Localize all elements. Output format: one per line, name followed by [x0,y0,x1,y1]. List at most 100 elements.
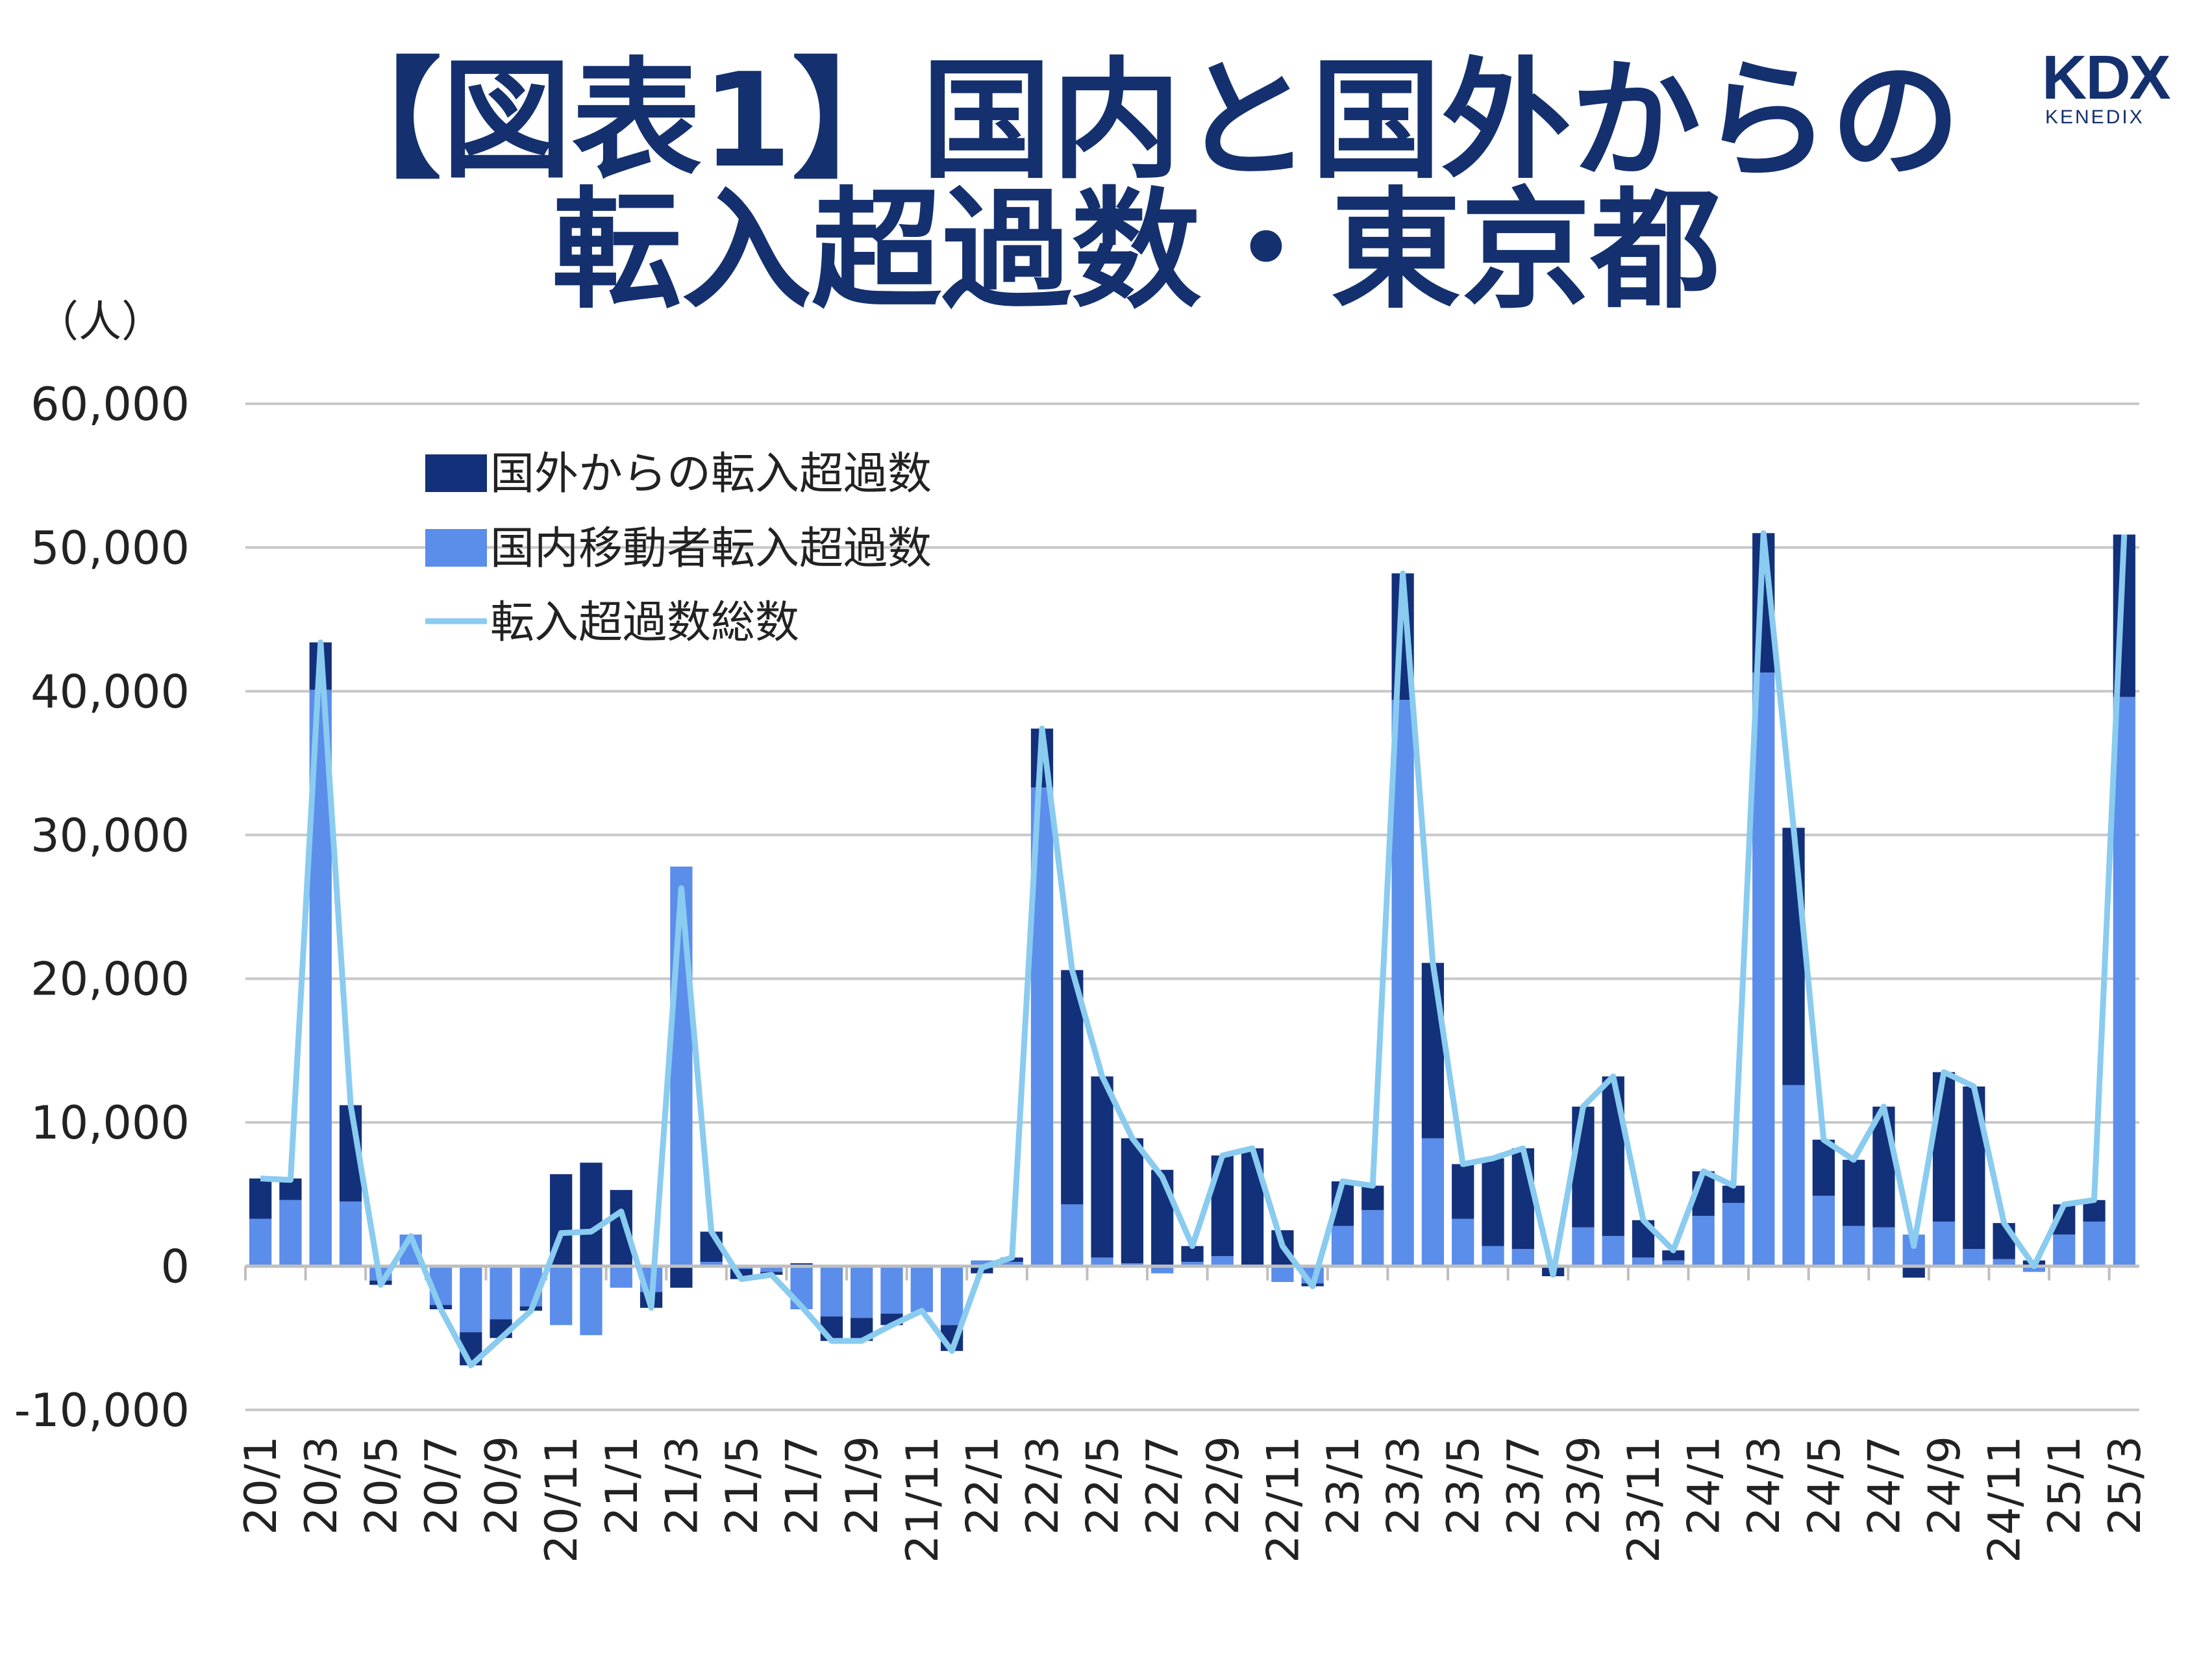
bar-domestic [1692,1216,1715,1266]
kdx-logo: KDX KENEDIX [2042,43,2172,128]
x-tick-label: 23/3 [1378,1436,1430,1535]
x-tick-label: 22/5 [1078,1436,1129,1535]
y-axis: 60,000 50,000 40,000 30,000 20,000 10,000 0 -10… [14,378,190,1437]
bar-domestic [1211,1256,1234,1266]
bar-domestic [1361,1210,1384,1266]
bar-domestic [1602,1236,1624,1266]
x-tick-label: 20/1 [236,1436,287,1535]
bar-overseas [1061,970,1084,1205]
x-tick-label: 22/3 [1017,1436,1069,1535]
bar-domestic [1722,1203,1745,1266]
x-axis [244,1264,2139,1281]
bar-domestic [1151,1266,1174,1274]
bar-domestic [1271,1266,1294,1282]
chart-title-line1: 【図表1】国内と国外からの [312,45,1960,197]
bar-domestic [1000,1261,1023,1266]
x-tick-label: 20/3 [296,1436,347,1535]
bar-domestic [1662,1260,1685,1266]
logo-text: KDX [2042,43,2171,112]
bar-domestic [851,1266,873,1318]
x-tick-label: 20/7 [416,1436,467,1535]
x-tick-label: 23/1 [1318,1436,1369,1535]
bar-domestic [550,1266,573,1326]
legend-label-overseas: 国外からの転入超過数 [490,449,932,500]
gridlines [245,402,2139,1411]
x-tick-label: 22/7 [1137,1436,1189,1535]
bar-domestic [910,1266,933,1313]
bar-overseas [1902,1266,1925,1278]
bar-overseas [1662,1250,1685,1261]
bars [249,533,2135,1366]
bar-overseas [1843,1159,1865,1226]
legend-label-domestic: 国内移動者転入超過数 [490,523,932,574]
bar-domestic [279,1200,302,1266]
y-unit-label: （人） [36,297,164,347]
bar-domestic [339,1201,362,1266]
bar-domestic [1061,1204,1084,1266]
bar-overseas [1812,1139,1835,1196]
y-tick-label: 30,000 [31,809,190,862]
x-tick-label: 22/9 [1198,1436,1249,1535]
x-tick-label: 23/9 [1558,1436,1609,1535]
x-tick-label: 24/9 [1919,1436,1970,1535]
x-tick-label: 23/5 [1438,1436,1489,1535]
bar-domestic [1452,1218,1474,1266]
bar-domestic [760,1266,783,1272]
bar-overseas [1452,1164,1474,1219]
y-tick-label: 20,000 [31,953,190,1006]
bar-domestic [1752,672,1775,1266]
bar-domestic [249,1218,272,1266]
bar-domestic [1482,1246,1504,1266]
bar-domestic [1932,1221,1956,1266]
bar-domestic [1843,1226,1865,1266]
bar-overseas [1872,1106,1895,1227]
x-tick-label: 23/7 [1498,1436,1550,1535]
bar-domestic [1872,1227,1895,1266]
bar-domestic [2083,1221,2106,1266]
bar-domestic [580,1266,603,1335]
x-tick-label: 24/11 [1980,1436,2031,1563]
x-tick-label: 21/9 [837,1436,888,1535]
bar-domestic [1993,1259,2015,1266]
bar-domestic [1572,1227,1595,1266]
bar-overseas [249,1178,272,1219]
x-tick-label: 20/5 [356,1436,407,1535]
bar-domestic [1963,1249,1985,1266]
x-tick-label: 24/5 [1799,1436,1850,1535]
x-tick-label: 22/1 [957,1436,1008,1535]
bar-domestic [1421,1138,1445,1266]
x-tick-label: 24/7 [1859,1436,1910,1535]
bar-domestic [1391,700,1414,1266]
bar-overseas [1151,1170,1174,1266]
bar-domestic [700,1261,723,1266]
bar-overseas [1121,1138,1144,1264]
legend-swatch-domestic [425,529,487,567]
bar-overseas [1932,1072,1956,1222]
bar-domestic [1812,1196,1835,1266]
x-tick-labels: 20/1 20/3 20/5 20/7 20/9 20/11 21/1 21/3 21/5 21/… [236,1436,2151,1563]
bar-domestic [1181,1261,1204,1266]
bar-domestic [1331,1226,1354,1266]
legend-swatch-overseas [425,454,487,492]
bar-domestic [460,1266,482,1333]
x-tick-label: 22/11 [1258,1436,1309,1563]
x-tick-label: 21/1 [597,1436,648,1535]
bar-domestic [2113,697,2135,1266]
y-tick-label: 60,000 [31,378,190,431]
bar-overseas [1361,1185,1384,1211]
x-tick-label: 20/11 [536,1436,588,1563]
x-tick-label: 21/5 [717,1436,768,1535]
bar-overseas [1572,1106,1595,1227]
bar-overseas [1782,828,1805,1085]
x-tick-label: 21/7 [777,1436,828,1535]
x-tick-label: 25/3 [2100,1436,2151,1535]
bar-domestic [1632,1257,1655,1266]
bar-overseas [1091,1076,1113,1258]
bar-domestic [1091,1257,1113,1266]
bar-domestic [2053,1234,2076,1266]
bar-domestic [1511,1249,1534,1266]
bar-overseas [1482,1158,1504,1246]
bar-overseas [1421,963,1445,1139]
x-tick-label: 21/3 [656,1436,708,1535]
